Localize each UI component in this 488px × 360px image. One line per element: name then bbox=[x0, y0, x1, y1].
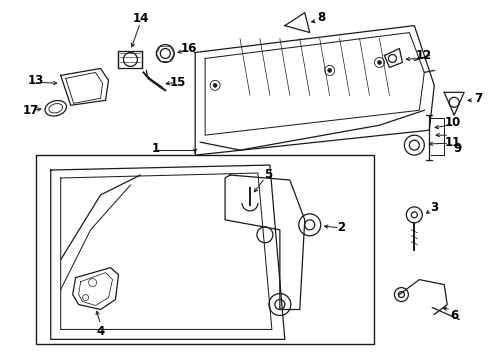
Circle shape bbox=[327, 68, 331, 72]
Text: 6: 6 bbox=[449, 309, 457, 322]
Text: 15: 15 bbox=[170, 76, 186, 89]
Text: 1: 1 bbox=[151, 141, 159, 155]
Text: 4: 4 bbox=[96, 325, 104, 338]
Text: 12: 12 bbox=[415, 49, 431, 62]
Text: 11: 11 bbox=[444, 136, 460, 149]
Text: 17: 17 bbox=[22, 104, 39, 117]
Bar bbox=[118, 50, 142, 68]
Bar bbox=[36, 155, 374, 345]
Text: 16: 16 bbox=[181, 42, 197, 55]
Text: 7: 7 bbox=[473, 92, 481, 105]
Text: 3: 3 bbox=[429, 201, 437, 215]
Text: 2: 2 bbox=[337, 221, 345, 234]
Text: 10: 10 bbox=[444, 116, 460, 129]
Circle shape bbox=[377, 60, 381, 64]
Text: 8: 8 bbox=[317, 11, 325, 24]
Text: 9: 9 bbox=[452, 141, 460, 155]
Text: 14: 14 bbox=[132, 12, 148, 25]
Text: 13: 13 bbox=[28, 74, 44, 87]
Circle shape bbox=[213, 84, 217, 87]
Text: 5: 5 bbox=[263, 167, 271, 180]
